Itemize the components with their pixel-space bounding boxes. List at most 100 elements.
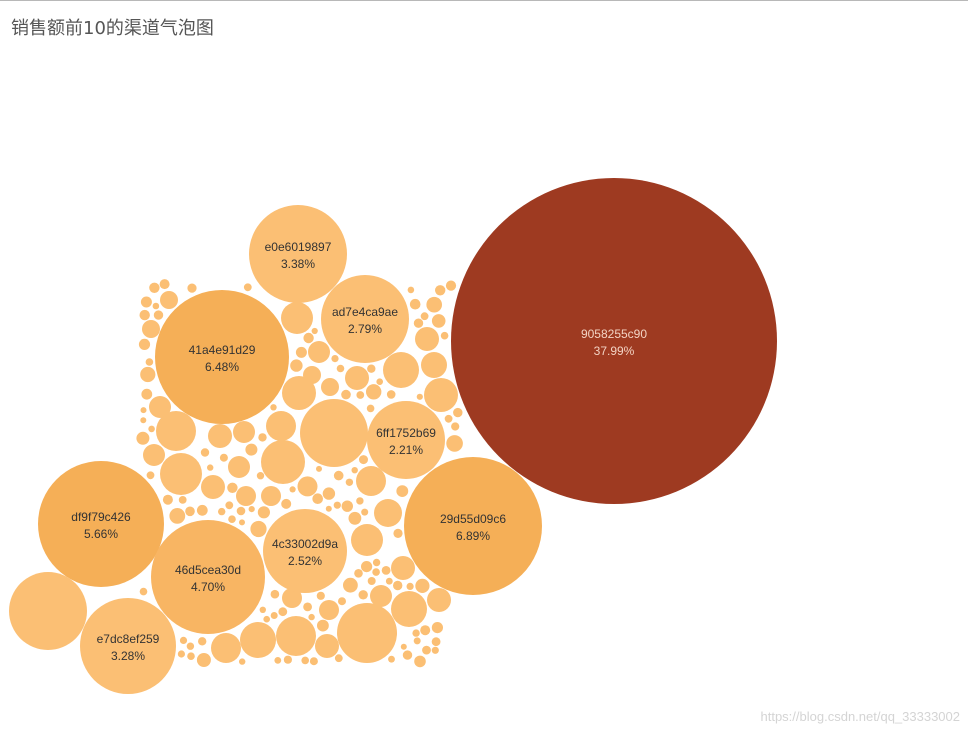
bubble-unlabeled[interactable]	[426, 296, 443, 313]
bubble-unlabeled[interactable]	[407, 286, 415, 294]
bubble-unlabeled[interactable]	[440, 331, 449, 340]
bubble-unlabeled[interactable]	[140, 296, 152, 308]
bubble-unlabeled[interactable]	[341, 389, 351, 400]
bubble-unlabeled[interactable]	[427, 588, 451, 612]
bubble-unlabeled[interactable]	[200, 448, 210, 457]
bubble-unlabeled[interactable]	[420, 312, 429, 321]
bubble-unlabeled[interactable]	[413, 637, 421, 645]
bubble-unlabeled[interactable]	[162, 494, 173, 505]
bubble-unlabeled[interactable]	[348, 511, 362, 525]
bubble-unlabeled[interactable]	[187, 283, 197, 293]
bubble-unlabeled[interactable]	[138, 338, 151, 350]
bubble-unlabeled[interactable]	[143, 444, 165, 466]
bubble-unlabeled[interactable]	[187, 652, 195, 660]
bubble-unlabeled[interactable]	[282, 588, 302, 608]
bubble-unlabeled[interactable]	[374, 499, 402, 527]
bubble-unlabeled[interactable]	[152, 302, 160, 310]
bubble-unlabeled[interactable]	[207, 464, 214, 471]
bubble-unlabeled[interactable]	[145, 358, 154, 366]
bubble-unlabeled[interactable]	[153, 310, 164, 320]
bubble-unlabeled[interactable]	[239, 519, 245, 526]
bubble-unlabeled[interactable]	[9, 572, 87, 650]
bubble-unlabeled[interactable]	[412, 629, 420, 637]
bubble-unlabeled[interactable]	[351, 524, 383, 556]
bubble-unlabeled[interactable]	[201, 475, 225, 499]
bubble-unlabeled[interactable]	[409, 298, 421, 310]
bubble-unlabeled[interactable]	[219, 453, 228, 462]
bubble-unlabeled[interactable]	[333, 470, 344, 481]
bubble-unlabeled[interactable]	[297, 476, 318, 497]
bubble-unlabeled[interactable]	[177, 650, 185, 658]
bubble-unlabeled[interactable]	[345, 478, 354, 486]
bubble-unlabeled[interactable]	[139, 587, 148, 596]
bubble-unlabeled[interactable]	[356, 466, 386, 496]
bubble-unlabeled[interactable]	[274, 657, 282, 664]
bubble-unlabeled[interactable]	[142, 320, 160, 338]
bubble-unlabeled[interactable]	[356, 391, 365, 399]
bubble-unlabeled[interactable]	[345, 366, 369, 390]
bubble-unlabeled[interactable]	[406, 582, 414, 591]
bubble-unlabeled[interactable]	[444, 414, 453, 423]
bubble-unlabeled[interactable]	[446, 435, 463, 452]
bubble-unlabeled[interactable]	[358, 590, 368, 600]
bubble-unlabeled[interactable]	[381, 566, 391, 575]
bubble-unlabeled[interactable]	[261, 486, 281, 506]
bubble-unlabeled[interactable]	[281, 498, 292, 509]
bubble-unlabeled[interactable]	[303, 602, 312, 612]
bubble-unlabeled[interactable]	[356, 497, 364, 505]
bubble-unlabeled[interactable]	[316, 465, 322, 472]
bubble-unlabeled[interactable]	[148, 425, 155, 433]
bubble-6ff1752b69[interactable]	[367, 401, 445, 479]
bubble-unlabeled[interactable]	[239, 658, 246, 665]
bubble-unlabeled[interactable]	[156, 411, 196, 451]
bubble-29d55d09c6[interactable]	[404, 457, 542, 595]
bubble-unlabeled[interactable]	[431, 637, 441, 647]
bubble-unlabeled[interactable]	[228, 456, 250, 478]
bubble-unlabeled[interactable]	[421, 352, 447, 378]
bubble-unlabeled[interactable]	[169, 508, 186, 524]
bubble-unlabeled[interactable]	[140, 417, 147, 424]
bubble-unlabeled[interactable]	[290, 359, 303, 372]
bubble-e7dc8ef259[interactable]	[80, 598, 176, 694]
bubble-46d5cea30d[interactable]	[151, 520, 265, 634]
bubble-unlabeled[interactable]	[343, 577, 358, 593]
bubble-unlabeled[interactable]	[270, 612, 278, 619]
bubble-unlabeled[interactable]	[415, 578, 430, 594]
bubble-unlabeled[interactable]	[160, 453, 202, 495]
bubble-unlabeled[interactable]	[263, 615, 271, 623]
bubble-unlabeled[interactable]	[402, 650, 413, 660]
bubble-unlabeled[interactable]	[259, 606, 266, 613]
bubble-unlabeled[interactable]	[236, 486, 256, 506]
bubble-unlabeled[interactable]	[319, 600, 339, 620]
bubble-unlabeled[interactable]	[431, 314, 446, 328]
bubble-unlabeled[interactable]	[243, 283, 252, 292]
bubble-unlabeled[interactable]	[361, 561, 373, 573]
bubble-unlabeled[interactable]	[233, 421, 255, 443]
bubble-unlabeled[interactable]	[334, 654, 343, 663]
bubble-unlabeled[interactable]	[366, 404, 375, 413]
bubble-unlabeled[interactable]	[256, 472, 265, 480]
bubble-unlabeled[interactable]	[331, 355, 339, 363]
bubble-unlabeled[interactable]	[276, 616, 316, 656]
bubble-unlabeled[interactable]	[367, 364, 376, 373]
bubble-unlabeled[interactable]	[160, 291, 178, 309]
bubble-unlabeled[interactable]	[240, 622, 276, 658]
bubble-unlabeled[interactable]	[311, 327, 318, 335]
bubble-unlabeled[interactable]	[270, 589, 280, 599]
bubble-unlabeled[interactable]	[451, 422, 460, 431]
bubble-unlabeled[interactable]	[228, 515, 236, 523]
bubble-unlabeled[interactable]	[400, 643, 407, 650]
bubble-unlabeled[interactable]	[278, 607, 288, 617]
bubble-unlabeled[interactable]	[149, 282, 160, 293]
bubble-df9f79c426[interactable]	[38, 461, 164, 587]
bubble-unlabeled[interactable]	[208, 424, 232, 448]
bubble-unlabeled[interactable]	[422, 645, 431, 655]
bubble-unlabeled[interactable]	[218, 507, 226, 516]
bubble-unlabeled[interactable]	[266, 411, 296, 441]
bubble-unlabeled[interactable]	[282, 376, 316, 410]
bubble-unlabeled[interactable]	[383, 352, 419, 388]
bubble-unlabeled[interactable]	[445, 280, 457, 291]
bubble-unlabeled[interactable]	[435, 285, 446, 296]
bubble-unlabeled[interactable]	[303, 332, 314, 344]
bubble-unlabeled[interactable]	[196, 653, 211, 667]
